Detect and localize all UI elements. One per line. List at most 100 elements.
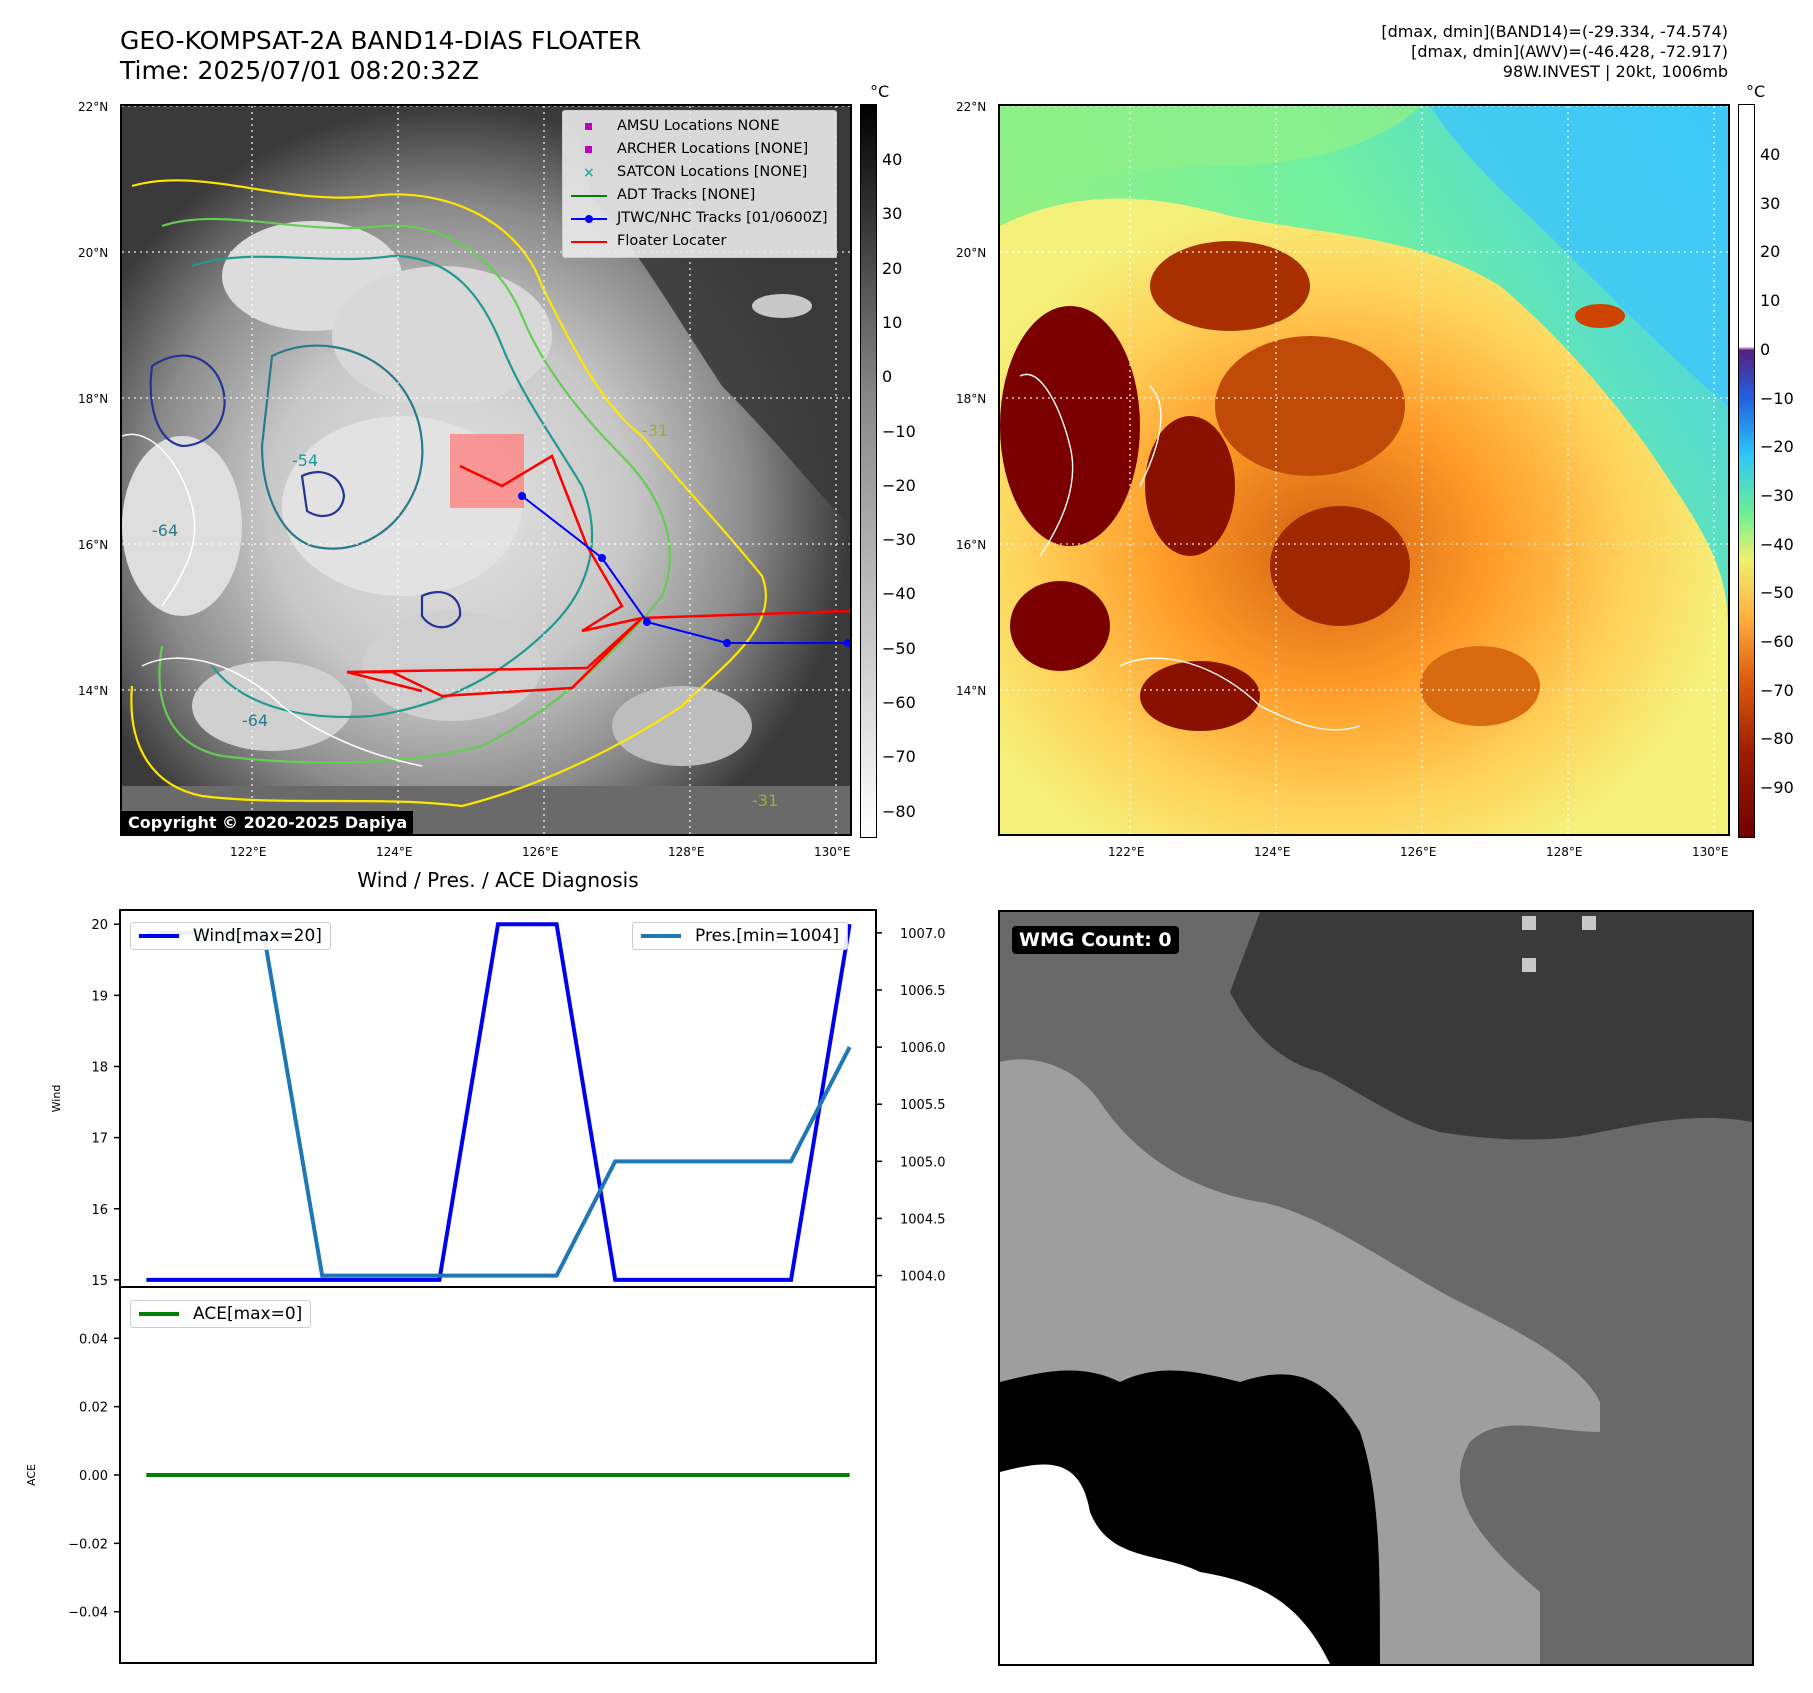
lon-tick: 128°E [668,845,705,859]
contour-label: -54 [292,451,318,470]
figure-info: [dmax, dmin](BAND14)=(-29.334, -74.574) … [1381,22,1728,82]
pressure-tick-label: 1004.5 [900,1212,946,1227]
lon-tick: 122°E [230,845,267,859]
lat-tick: 18°N [956,392,987,406]
color-colorbar-tick: 10 [1760,291,1781,311]
color-colorbar-tick: 20 [1760,242,1781,262]
color-colorbar-tick: −30 [1760,485,1794,505]
map-legend: AMSU Locations NONE ARCHER Locations [NO… [562,110,837,258]
color-colorbar-tick: −70 [1760,680,1794,700]
wind-tick-label: 17 [91,1132,108,1147]
title-line-2: Time: 2025/07/01 08:20:32Z [120,56,479,85]
contour-label: -64 [152,521,178,540]
ace-tick-label: −0.04 [68,1606,108,1621]
contour-label: -31 [752,791,778,810]
gray-colorbar-tick: −10 [882,421,916,441]
lon-tick: 126°E [522,845,559,859]
wind-tick-label: 20 [91,918,108,933]
legend-item-adt: ADT Tracks [NONE] [571,184,828,207]
wind-legend: Wind[max=20] [130,922,331,950]
lat-tick: 20°N [956,246,987,260]
lat-tick: 22°N [956,100,987,114]
wind-tick-label: 18 [91,1060,108,1075]
info-line-2: [dmax, dmin](AWV)=(-46.428, -72.917) [1411,42,1728,61]
ace-tick-label: 0.00 [79,1469,108,1484]
pressure-tick-label: 1005.0 [900,1155,946,1170]
diagnosis-charts: 20 19 18 17 16 15 1007.0 1006.5 1006.0 1005.5 1005… [25,909,946,1664]
wind-tick-label: 19 [91,989,108,1004]
square-marker-icon [571,143,607,157]
color-colorbar-tick: 30 [1760,193,1781,213]
pressure-tick-label: 1006.0 [900,1041,946,1056]
lat-tick: 20°N [78,246,109,260]
lat-tick: 16°N [78,538,109,552]
info-line-1: [dmax, dmin](BAND14)=(-29.334, -74.574) [1381,22,1728,41]
title-line-1: GEO-KOMPSAT-2A BAND14-DIAS FLOATER [120,26,642,55]
gray-colorbar-tick: 0 [882,367,893,387]
wind-tick-label: 15 [91,1274,108,1289]
wmg-panel: WMG Count: 0 [998,910,1754,1666]
figure-title: GEO-KOMPSAT-2A BAND14-DIAS FLOATER Time:… [120,26,641,86]
gray-colorbar-tick: −70 [882,747,916,767]
line-marker-icon [571,235,607,249]
wind-axis-label: Wind [50,1085,63,1113]
blue-line-icon [139,934,179,938]
color-colorbar-tick: −50 [1760,583,1794,603]
gray-colorbar [860,104,877,838]
steelblue-line-icon [641,934,681,938]
color-colorbar-unit: °C [1746,82,1766,101]
lat-tick: 14°N [78,684,109,698]
info-line-3: 98W.INVEST | 20kt, 1006mb [1502,62,1728,81]
pressure-tick-label: 1006.5 [900,984,946,999]
wmg-count-badge: WMG Count: 0 [1012,926,1179,954]
color-colorbar-tick: −10 [1760,388,1794,408]
legend-item-archer: ARCHER Locations [NONE] [571,138,828,161]
ace-chart: 0.04 0.02 0.00 −0.02 −0.04 ACE [25,1286,877,1664]
lon-tick: 126°E [1400,845,1437,859]
copyright-label: Copyright © 2020-2025 Dapiya [122,811,414,834]
gray-colorbar-tick: −60 [882,693,916,712]
gray-colorbar-tick: −80 [882,801,916,821]
wind-tick-label: 16 [91,1203,108,1218]
legend-item-floater: Floater Locater [571,230,828,253]
gray-colorbar-tick: −30 [882,530,916,550]
pressure-tick-label: 1005.5 [900,1098,946,1113]
contour-label: -64 [242,711,268,730]
contour-label: -31 [642,421,668,440]
legend-item-jtwc: JTWC/NHC Tracks [01/0600Z] [571,207,828,230]
gray-colorbar-tick: −20 [882,475,916,495]
gray-colorbar-tick: 40 [882,150,903,169]
lon-tick: 130°E [814,845,851,859]
lon-tick: 124°E [376,845,413,859]
color-colorbar-tick: −60 [1760,632,1794,651]
ace-tick-label: 0.04 [79,1332,108,1347]
color-colorbar-tick: 0 [1760,339,1771,359]
lat-tick: 14°N [956,684,987,698]
wind-pressure-chart: 20 19 18 17 16 15 1007.0 1006.5 1006.0 1005.5 1005… [50,909,946,1289]
pressure-tick-label: 1004.0 [900,1270,946,1285]
wmg-image [1000,912,1752,1664]
color-colorbar [1738,104,1755,838]
lat-tick: 22°N [78,100,109,114]
gray-colorbar-tick: 20 [882,258,903,278]
lon-tick: 122°E [1108,845,1145,859]
ace-axis-label: ACE [25,1464,38,1486]
pressure-legend: Pres.[min=1004] [632,922,849,950]
ace-tick-label: 0.02 [79,1401,108,1416]
gray-colorbar-unit: °C [870,82,890,101]
x-marker-icon: × [583,164,595,181]
lon-tick: 128°E [1546,845,1583,859]
floater-box [450,434,524,508]
wind-series-line [146,922,852,1282]
floater-locater-track [459,454,850,633]
legend-item-amsu: AMSU Locations NONE [571,115,828,138]
line-marker-icon [571,189,607,203]
wind-plot-area [119,909,877,1288]
lon-tick: 124°E [1254,845,1291,859]
pressure-tick-label: 1007.0 [900,927,946,942]
ace-tick-label: −0.02 [68,1537,108,1552]
awv-image [1000,106,1728,834]
gray-colorbar-tick: 10 [882,312,903,332]
lon-tick: 130°E [1692,845,1729,859]
color-colorbar-tick: −40 [1760,534,1794,554]
